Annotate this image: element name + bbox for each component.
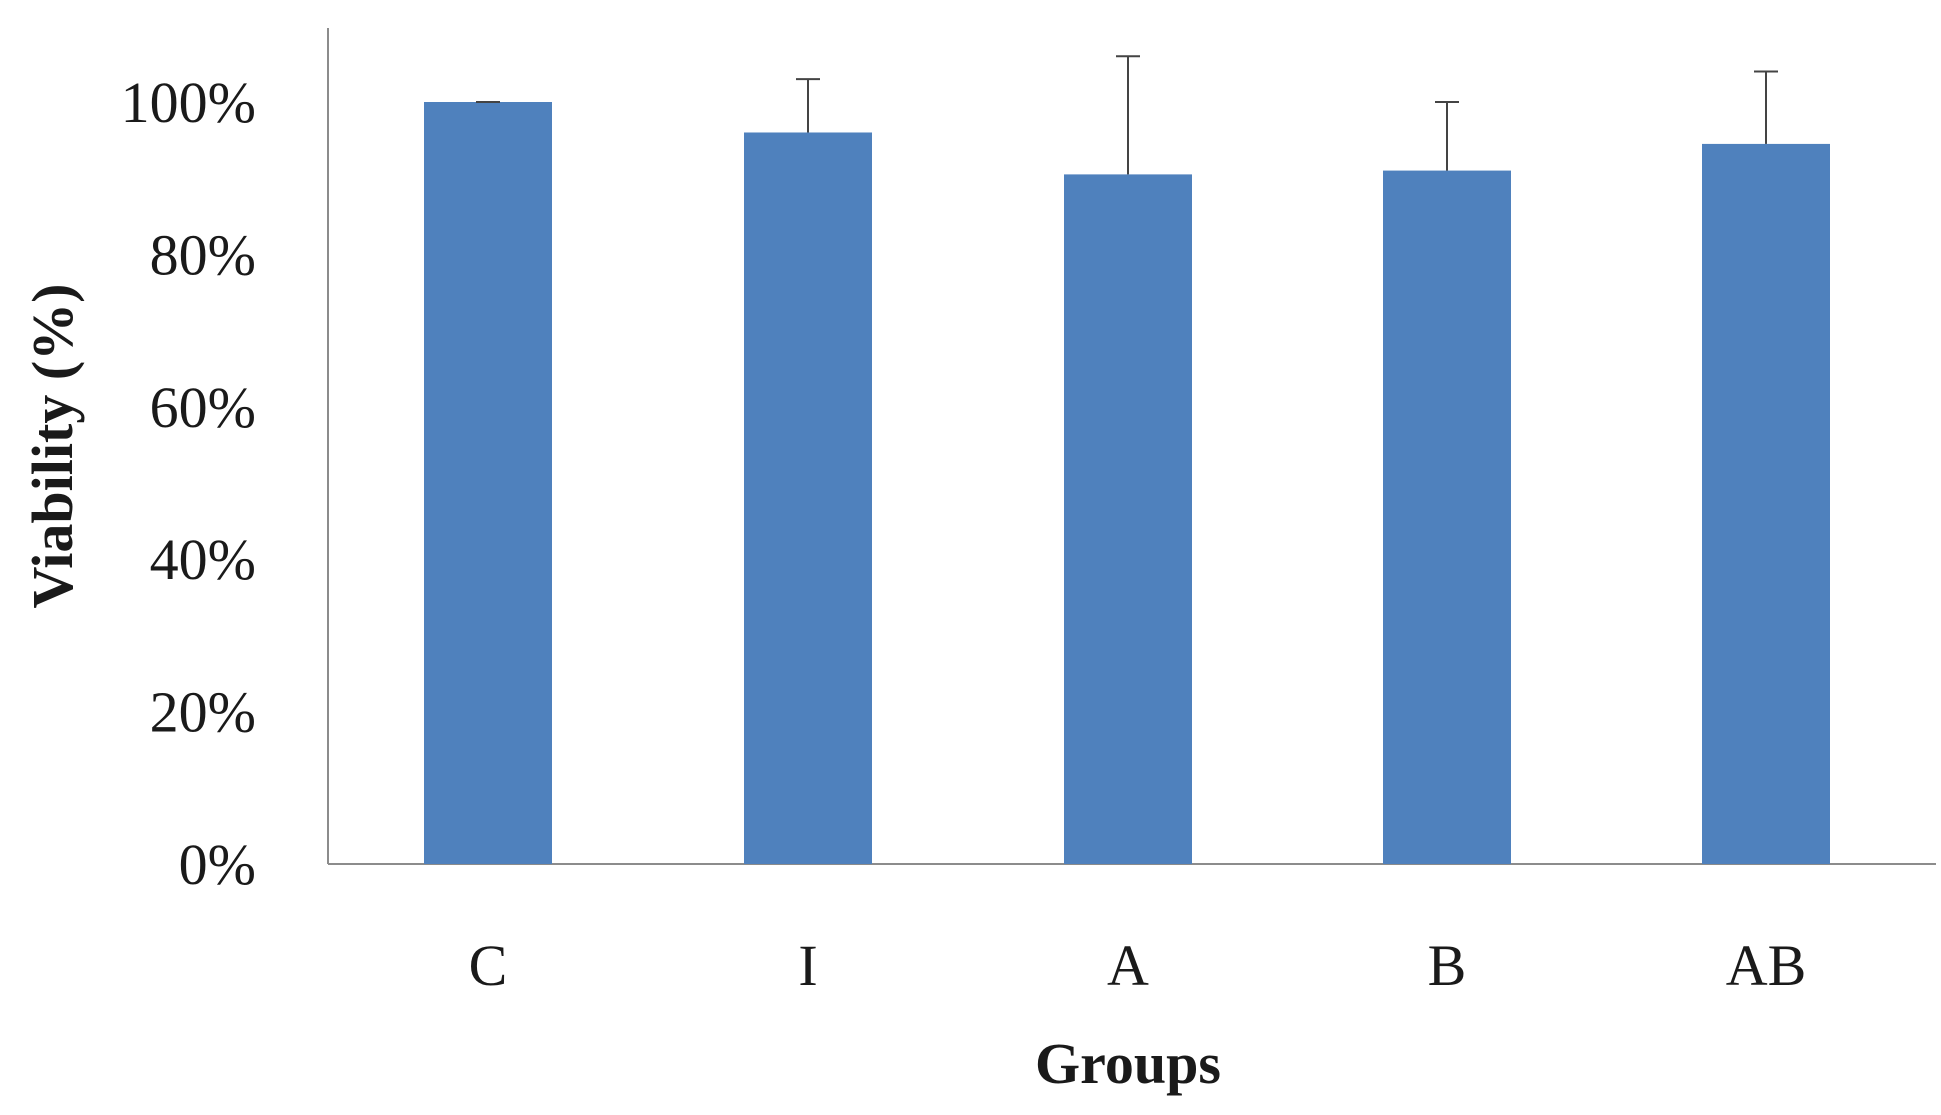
y-tick-label: 0% <box>179 832 256 897</box>
x-tick-label: A <box>1107 933 1149 998</box>
x-tick-label: C <box>469 933 508 998</box>
y-tick-label: 60% <box>150 375 256 440</box>
y-tick-labels: 0% 20% 40% 60% 80% 100% <box>121 70 256 897</box>
y-tick-label: 80% <box>150 222 256 287</box>
y-axis-title: Viability (%) <box>20 284 85 609</box>
y-tick-label: 20% <box>150 680 256 745</box>
bar <box>744 132 872 865</box>
x-tick-label: B <box>1428 933 1467 998</box>
x-tick-label: AB <box>1726 933 1807 998</box>
error-bars <box>476 55 1778 175</box>
error-bar <box>796 78 820 133</box>
x-tick-labels: C I A B AB <box>469 933 1807 998</box>
error-bar <box>1116 55 1140 175</box>
bar <box>1702 143 1830 864</box>
bars <box>424 102 1830 865</box>
bar <box>1383 170 1511 864</box>
bar <box>1064 174 1192 864</box>
y-tick-label: 40% <box>150 527 256 592</box>
x-axis-title: Groups <box>1035 1031 1221 1096</box>
x-tick-label: I <box>798 933 817 998</box>
error-bar <box>1435 101 1459 171</box>
y-tick-label: 100% <box>121 70 256 135</box>
error-bar <box>1754 70 1778 144</box>
bar <box>424 102 552 864</box>
